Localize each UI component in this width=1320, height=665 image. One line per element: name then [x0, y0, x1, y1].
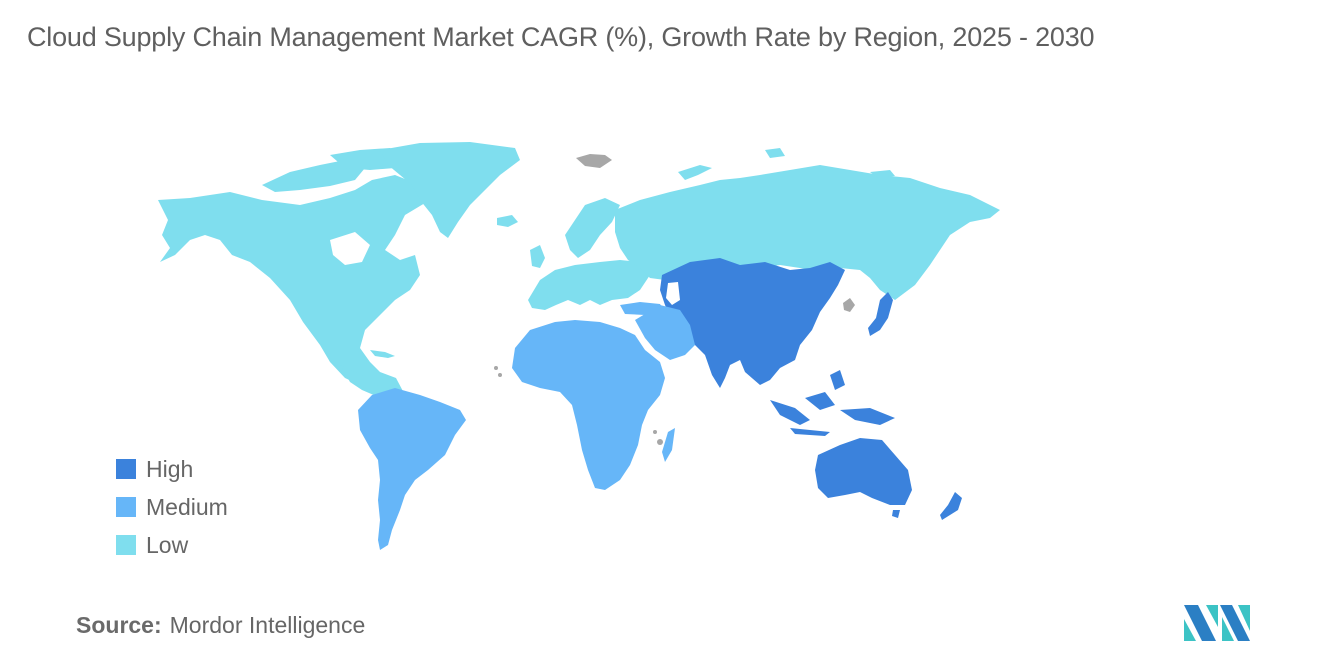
source-line: Source: Mordor Intelligence [76, 612, 365, 639]
region-south-america [358, 388, 466, 550]
source-key: Source: [76, 612, 162, 638]
source-value: Mordor Intelligence [169, 612, 366, 638]
mordor-logo-icon [1184, 605, 1250, 641]
legend-swatch-medium [116, 497, 136, 517]
legend-label-high: High [146, 455, 194, 482]
legend-item-medium: Medium [116, 488, 228, 526]
legend-item-low: Low [116, 526, 228, 564]
region-no-data [494, 154, 855, 445]
legend-swatch-low [116, 535, 136, 555]
chart-title: Cloud Supply Chain Management Market CAG… [27, 22, 1095, 52]
map-legend: High Medium Low [116, 450, 228, 564]
legend-item-high: High [116, 450, 228, 488]
legend-label-low: Low [146, 531, 189, 558]
legend-swatch-high [116, 459, 136, 479]
region-asia-pacific [660, 258, 962, 520]
region-north-america [158, 142, 520, 402]
legend-label-medium: Medium [146, 493, 228, 520]
region-africa-middle-east [512, 302, 695, 490]
